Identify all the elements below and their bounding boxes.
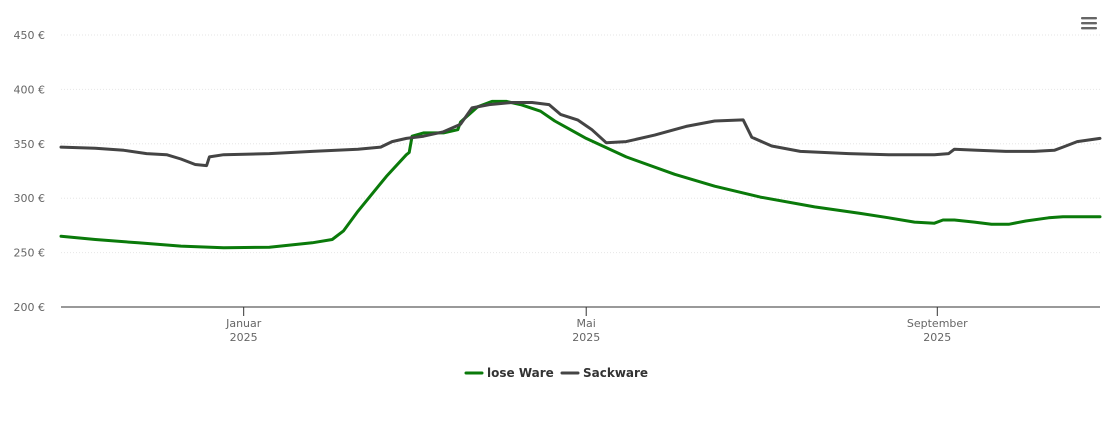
legend-item-sackware[interactable]: Sackware [560,366,648,380]
legend-item-lose-ware[interactable]: lose Ware [464,366,554,380]
y-tick-label: 400 € [14,83,46,96]
y-tick-label: 350 € [14,138,46,151]
x-tick-label-month: September [907,317,968,330]
y-tick-label: 450 € [14,29,46,42]
grid-lines [61,34,1100,254]
y-tick-label: 200 € [14,301,46,314]
x-tick-label-year: 2025 [572,331,600,344]
series-line-lose-ware[interactable] [59,99,1102,250]
y-tick-label: 300 € [14,192,46,205]
x-tick-label-month: Mai [577,317,596,330]
legend: lose Ware Sackware [464,366,648,380]
y-tick-label: 250 € [14,247,46,260]
y-axis-labels: 200 € 250 € 300 € 350 € 400 € 450 € [14,29,46,314]
x-tick-label-year: 2025 [230,331,258,344]
series-line-sackware[interactable] [59,101,1102,168]
x-tick-label-month: Januar [225,317,262,330]
legend-label: lose Ware [487,366,554,380]
legend-label: Sackware [583,366,648,380]
hamburger-menu-icon [1081,17,1097,30]
chart-menu-button[interactable] [1080,14,1098,32]
x-tick-label-year: 2025 [923,331,951,344]
series-lines [59,99,1102,250]
